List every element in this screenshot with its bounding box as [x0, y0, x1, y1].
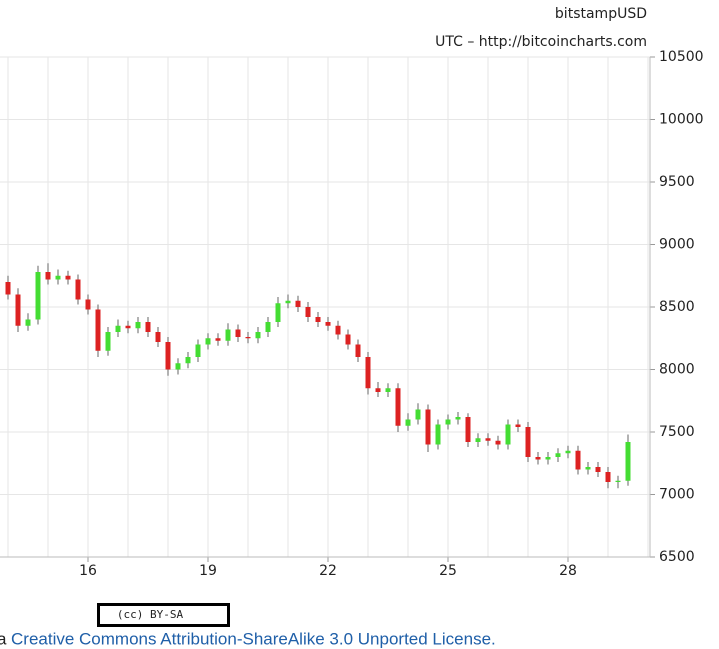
candle-body — [235, 329, 241, 337]
candle-body — [435, 424, 441, 445]
candle-body — [455, 417, 461, 420]
y-tick-label: 9000 — [659, 237, 695, 253]
candle-body — [425, 409, 431, 445]
candle-body — [445, 419, 451, 425]
y-tick-label: 10500 — [659, 49, 704, 65]
candle-body — [345, 334, 351, 345]
candle-body — [485, 438, 491, 441]
candle-body — [535, 457, 541, 460]
candle-body — [35, 272, 41, 320]
candle-body — [25, 319, 31, 326]
candle-body — [545, 457, 551, 460]
candle-body — [395, 388, 401, 426]
candle-body — [85, 299, 91, 310]
license-link[interactable]: Creative Commons Attribution-ShareAlike … — [11, 629, 496, 648]
chart-subtitle: UTC – http://bitcoincharts.com — [435, 34, 647, 50]
candle-body — [185, 357, 191, 364]
candle-body — [195, 344, 201, 357]
candle-body — [285, 300, 291, 304]
candle-body — [75, 279, 81, 300]
candle-body — [5, 282, 11, 295]
candle-body — [355, 344, 361, 357]
x-tick-label: 19 — [199, 563, 217, 579]
candle-body — [565, 450, 571, 454]
candle-body — [595, 467, 601, 472]
y-tick-label: 8500 — [659, 299, 695, 315]
candle-body — [575, 450, 581, 470]
candle-body — [225, 329, 231, 341]
candle-body — [255, 332, 261, 339]
candle-body — [515, 424, 521, 427]
candle-body — [475, 438, 481, 442]
candle-body — [385, 388, 391, 392]
candle-body — [495, 440, 501, 445]
y-tick-label: 7000 — [659, 487, 695, 503]
candle-body — [135, 322, 141, 329]
candle-body — [205, 338, 211, 345]
candle-body — [295, 300, 301, 307]
candle-body — [245, 337, 251, 339]
candle-body — [265, 322, 271, 332]
candle-body — [605, 472, 611, 482]
candle-body — [305, 307, 311, 317]
candle-body — [275, 303, 281, 322]
x-tick-label: 22 — [319, 563, 337, 579]
x-tick-label: 16 — [79, 563, 97, 579]
x-tick-label: 25 — [439, 563, 457, 579]
y-tick-label: 8000 — [659, 362, 695, 378]
y-tick-label: 10000 — [659, 112, 704, 128]
y-tick-label: 6500 — [659, 549, 695, 565]
candle-body — [145, 322, 151, 332]
candle-body — [615, 480, 621, 482]
candle-body — [105, 332, 111, 351]
y-tick-label: 7500 — [659, 424, 695, 440]
y-tick-label: 9500 — [659, 174, 695, 190]
x-tick-label: 28 — [559, 563, 577, 579]
candle-body — [525, 427, 531, 457]
candle-body — [375, 388, 381, 392]
candle-body — [15, 294, 21, 326]
badge-inner — [100, 606, 227, 624]
candle-body — [365, 357, 371, 389]
candle-body — [505, 424, 511, 445]
candle-body — [335, 325, 341, 335]
chart-title: bitstampUSD — [555, 6, 647, 22]
candle-body — [415, 409, 421, 420]
candle-body — [465, 417, 471, 442]
candle-body — [125, 325, 131, 329]
candle-body — [55, 275, 61, 280]
candle-body — [165, 342, 171, 370]
candle-body — [625, 442, 631, 481]
candle-body — [215, 338, 221, 341]
candle-body — [155, 332, 161, 342]
footer-prefix: a — [0, 629, 7, 648]
candle-body — [585, 467, 591, 470]
candle-body — [325, 322, 331, 326]
candle-body — [45, 272, 51, 280]
candle-body — [65, 275, 71, 280]
candle-body — [555, 453, 561, 457]
badge-text: (cc) BY-SA — [117, 608, 184, 621]
candle-body — [175, 363, 181, 370]
candle-body — [315, 317, 321, 322]
candle-body — [115, 325, 121, 332]
candle-body — [405, 419, 411, 426]
candle-body — [95, 309, 101, 351]
